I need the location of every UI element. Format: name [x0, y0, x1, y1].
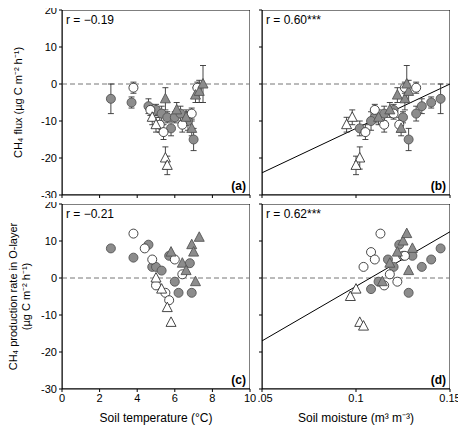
- svg-text:(b): (b): [431, 179, 446, 193]
- svg-text:-20: -20: [41, 346, 57, 358]
- svg-text:0: 0: [51, 272, 57, 284]
- svg-text:r = −0.19: r = −0.19: [66, 13, 114, 27]
- svg-text:r = 0.60***: r = 0.60***: [266, 13, 321, 27]
- svg-text:2: 2: [97, 392, 103, 404]
- svg-text:8: 8: [209, 392, 215, 404]
- svg-text:-10: -10: [41, 115, 57, 127]
- svg-text:4: 4: [134, 392, 140, 404]
- svg-text:-30: -30: [41, 189, 57, 198]
- svg-text:20: 20: [45, 8, 57, 16]
- svg-text:-20: -20: [41, 152, 57, 164]
- svg-text:Soil temperature (°C): Soil temperature (°C): [100, 411, 213, 425]
- svg-text:-30: -30: [41, 383, 57, 395]
- svg-text:r = 0.62***: r = 0.62***: [266, 207, 321, 221]
- svg-text:0: 0: [51, 78, 57, 90]
- svg-text:0: 0: [59, 392, 65, 404]
- svg-text:0.05: 0.05: [258, 392, 273, 404]
- svg-text:CH₄ production rate in O-layer: CH₄ production rate in O-layer: [8, 222, 19, 370]
- svg-text:(µg C m⁻² h⁻¹): (µg C m⁻² h⁻¹): [20, 263, 32, 331]
- svg-text:0.1: 0.1: [348, 392, 363, 404]
- svg-text:10: 10: [45, 235, 57, 247]
- svg-text:10: 10: [244, 392, 256, 404]
- svg-text:10: 10: [45, 41, 57, 53]
- svg-text:-10: -10: [41, 309, 57, 321]
- svg-text:0.15: 0.15: [439, 392, 458, 404]
- svg-text:(c): (c): [231, 373, 246, 387]
- svg-text:r = −0.21: r = −0.21: [66, 207, 114, 221]
- svg-text:CH₄ flux (µg C m⁻² h⁻¹): CH₄ flux (µg C m⁻² h⁻¹): [12, 47, 24, 158]
- svg-text:6: 6: [172, 392, 178, 404]
- svg-text:(d): (d): [431, 373, 446, 387]
- svg-text:Soil moisture (m³ m⁻³): Soil moisture (m³ m⁻³): [298, 411, 414, 425]
- svg-text:(a): (a): [231, 179, 246, 193]
- svg-text:20: 20: [45, 202, 57, 210]
